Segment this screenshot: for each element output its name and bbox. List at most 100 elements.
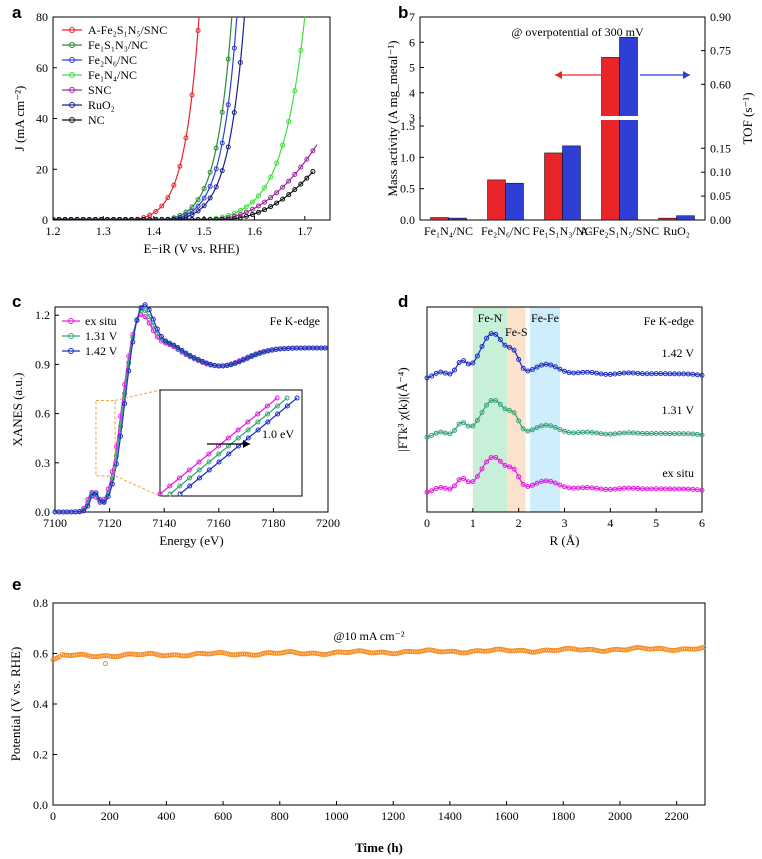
panel-e-data-point — [680, 646, 686, 652]
panel-d-data-point — [662, 371, 668, 377]
panel-b-bar-mass — [601, 57, 620, 221]
panel-a-data-point — [292, 171, 298, 177]
panel-d-data-point — [484, 402, 490, 408]
panel-e-data-point — [175, 652, 181, 658]
panel-d-data-point — [612, 486, 618, 492]
panel-e-data-point — [358, 648, 364, 654]
panel-c-inset-point — [294, 395, 300, 401]
panel-d-x-tick: 0 — [424, 516, 430, 530]
panel-c-y-tick: 0.0 — [35, 505, 50, 519]
panel-a-data-point — [171, 216, 177, 220]
panel-e-data-point — [268, 650, 274, 656]
panel-c-inset-point — [197, 475, 203, 481]
panel-d-data-point — [516, 418, 522, 424]
panel-e-data-point — [197, 650, 203, 656]
panel-d-data-point — [507, 344, 512, 350]
panel-e-data-point — [399, 649, 405, 655]
panel-e-data-point — [141, 651, 147, 657]
panel-e-data-point — [699, 645, 705, 651]
panel-c-data-point — [195, 357, 201, 363]
panel-e-data-point — [179, 653, 185, 659]
panel-c-inset-point — [284, 395, 290, 401]
panel-d-data-point — [502, 462, 508, 468]
panel-e-data-point — [567, 645, 573, 651]
panel-e-data-point — [492, 646, 498, 652]
panel-d-data-point — [598, 371, 604, 377]
panel-c-data-point — [249, 354, 255, 360]
panel-e-data-point — [522, 648, 528, 654]
panel-c-data-point — [113, 453, 119, 459]
panel-e-data-point — [186, 653, 192, 659]
panel-b-category-label: Fe₁N₄/NC — [424, 224, 473, 238]
panel-e-data-point — [653, 646, 659, 652]
panel-e-data-point — [152, 651, 158, 657]
panel-e-data-point — [553, 648, 559, 654]
panel-c-inset-point — [187, 475, 193, 481]
panel-e-data-point — [143, 651, 149, 657]
panel-d-data-point — [461, 475, 467, 481]
panel-c-inset-point — [235, 435, 241, 441]
panel-d-data-point — [433, 430, 439, 436]
panel-d-data-point — [685, 371, 691, 377]
panel-e-data-point — [168, 652, 174, 658]
panel-a-data-point — [249, 199, 255, 205]
panel-d-data-point — [639, 430, 645, 436]
panel-d-data-point — [465, 361, 471, 367]
panel-b-left-tick: 1.5 — [400, 119, 415, 133]
panel-c-data-point — [118, 423, 124, 429]
panel-e-data-point — [467, 649, 473, 655]
panel-d-data-point — [452, 367, 457, 373]
panel-e-y-tick: 0.0 — [33, 798, 48, 812]
panel-b-bar-tof — [448, 217, 467, 221]
panel-e-data-point — [587, 646, 593, 652]
panel-c-inset-point — [216, 459, 222, 465]
panel-e-data-point — [163, 653, 169, 659]
panel-b-bar-mass — [544, 152, 563, 221]
panel-e-data-point — [485, 648, 491, 654]
panel-d-data-point — [452, 427, 457, 433]
panel-e-data-point — [406, 648, 412, 654]
panel-e-data-point — [318, 651, 324, 657]
panel-e-y-tick: 0.4 — [33, 697, 48, 711]
panel-d-data-point — [493, 455, 499, 461]
panel-a-data-point — [232, 0, 236, 4]
panel-d-data-point — [571, 485, 577, 491]
panel-c-x-tick: 7180 — [261, 516, 285, 530]
panel-b-right-tick: 0.05 — [710, 189, 731, 203]
panel-d-data-point — [529, 482, 535, 488]
panel-label-a: a — [12, 3, 22, 22]
panel-e-data-point — [73, 652, 79, 658]
panel-a-data-point — [219, 109, 225, 115]
panel-d-data-point — [511, 410, 517, 416]
panel-e-data-point — [252, 652, 258, 658]
panel-d-data-point — [603, 431, 609, 437]
panel-d-data-point — [461, 358, 467, 364]
panel-b-left-tick: 0.5 — [400, 182, 415, 196]
panel-b-axis-break — [421, 116, 704, 120]
panel-e-data-point — [621, 647, 627, 653]
panel-e-data-point — [184, 653, 190, 659]
panel-e-x-tick: 0 — [50, 809, 56, 823]
panel-d-data-point — [456, 421, 462, 427]
panel-e-data-point — [315, 651, 321, 657]
panel-e-data-point — [261, 650, 267, 656]
panel-e-outlier-point — [102, 661, 108, 667]
panel-e-data-point — [690, 646, 696, 652]
panel-e-data-point — [572, 646, 578, 652]
panel-a-data-point — [268, 204, 274, 210]
panel-e-data-point — [674, 647, 680, 653]
panel-c-data-point — [142, 302, 148, 308]
panel-a-data-point — [255, 193, 261, 199]
panel-d-data-point — [580, 485, 586, 491]
panel-e-data-point — [236, 651, 242, 657]
panel-a-data-point — [262, 207, 268, 213]
panel-c-annotation: Fe K-edge — [270, 314, 320, 328]
panel-a-y-tick: 80 — [36, 10, 48, 24]
panel-e-data-point — [234, 652, 240, 658]
panel-e-data-point — [499, 646, 505, 652]
panel-d-data-point — [447, 371, 453, 377]
panel-d-data-point — [612, 371, 618, 377]
panel-a-data-point — [231, 110, 237, 116]
panel-e-data-point — [240, 651, 246, 657]
panel-a-data-point — [244, 0, 248, 4]
